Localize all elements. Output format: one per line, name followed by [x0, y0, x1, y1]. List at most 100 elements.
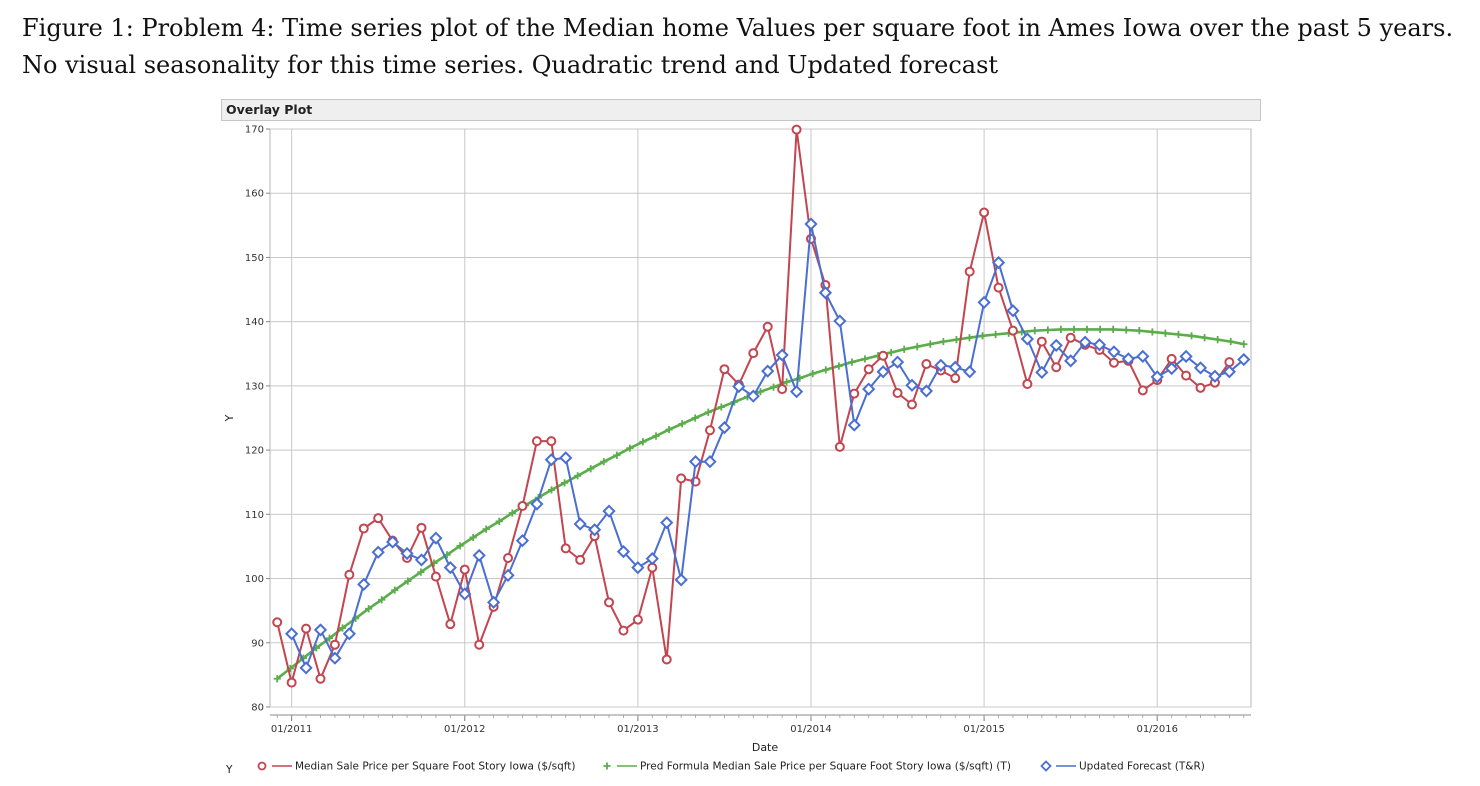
legend-item-2: Updated Forecast (T&R): [1040, 760, 1205, 773]
data-point: [559, 451, 573, 465]
data-point: [1044, 326, 1052, 334]
data-point: [639, 438, 647, 446]
data-point: [906, 399, 917, 410]
data-point: [1174, 330, 1183, 339]
data-point: [618, 625, 629, 636]
data-point: [748, 348, 759, 359]
data-point: [286, 677, 297, 688]
data-point: [386, 535, 400, 549]
y-tick-label: 160: [245, 189, 264, 200]
data-point: [809, 370, 817, 378]
data-point: [1181, 370, 1192, 381]
data-point: [600, 458, 608, 466]
data-point: [1049, 338, 1063, 353]
data-point: [1031, 327, 1039, 335]
data-point: [1065, 332, 1076, 343]
data-point: [939, 337, 947, 346]
data-point: [573, 517, 587, 531]
x-tick-label: 01/2014: [790, 724, 832, 735]
data-point: [531, 436, 542, 447]
data-point: [1007, 325, 1018, 336]
data-point: [417, 568, 425, 576]
data-point: [1064, 354, 1078, 368]
data-point: [950, 373, 961, 384]
data-point: [373, 513, 384, 524]
legend-y-label: Y: [225, 764, 233, 776]
data-point: [834, 441, 845, 452]
data-point: [272, 617, 283, 628]
data-point: [371, 545, 385, 559]
data-point: [775, 348, 789, 362]
data-point: [501, 568, 515, 582]
data-point: [703, 455, 717, 469]
data-point: [665, 425, 673, 434]
data-point: [544, 453, 558, 467]
data-point: [1148, 328, 1156, 336]
data-point: [1121, 352, 1135, 366]
data-point: [378, 596, 386, 604]
legend: Median Sale Price per Square Foot Story …: [257, 760, 1205, 773]
data-point: [1070, 325, 1078, 333]
data-point: [1020, 332, 1035, 346]
data-point: [391, 586, 399, 594]
data-point: [486, 595, 501, 609]
data-point: [301, 623, 312, 634]
data-point: [616, 544, 631, 559]
data-point: [1036, 336, 1047, 347]
overlay-plot-title: Overlay Plot: [226, 102, 313, 117]
data-point: [631, 561, 645, 575]
data-point: [952, 336, 961, 344]
data-point: [934, 358, 948, 372]
data-point: [978, 332, 987, 340]
data-point: [1161, 329, 1170, 337]
data-point: [443, 561, 457, 575]
data-point: [1092, 338, 1107, 352]
legend-item-1: Pred Formula Median Sale Price per Squar…: [603, 761, 1011, 773]
data-point: [503, 553, 514, 564]
data-point: [587, 465, 595, 473]
data-point: [993, 282, 1004, 293]
data-point: [626, 444, 634, 452]
data-point: [273, 675, 281, 683]
y-tick-label: 110: [245, 510, 264, 521]
data-point: [863, 364, 874, 375]
data-point: [482, 525, 490, 533]
data-point: [458, 587, 472, 601]
data-point: [769, 383, 778, 391]
data-point: [574, 472, 582, 480]
data-point: [977, 295, 991, 310]
data-point: [674, 573, 688, 587]
data-point: [560, 479, 569, 487]
y-tick-label: 80: [251, 703, 264, 714]
data-point: [887, 348, 895, 357]
figure-caption: Figure 1: Problem 4: Time series plot of…: [22, 14, 1454, 79]
data-point: [602, 504, 616, 518]
data-point: [652, 432, 660, 440]
data-point: [329, 639, 340, 650]
data-point: [991, 255, 1006, 270]
data-point: [358, 523, 369, 534]
data-point: [400, 546, 414, 561]
data-point: [1201, 334, 1209, 342]
data-point: [833, 314, 847, 328]
data-point: [822, 366, 830, 374]
data-point: [965, 334, 974, 342]
data-point: [964, 266, 975, 277]
data-point: [688, 455, 703, 469]
x-axis-minor-ticks: [276, 715, 1245, 718]
y-tick-label: 170: [245, 125, 264, 136]
data-point: [691, 414, 699, 422]
data-point: [414, 553, 429, 567]
data-point: [517, 500, 528, 511]
data-point: [325, 634, 334, 642]
data-point: [1240, 340, 1248, 348]
data-point: [1035, 365, 1049, 380]
data-point: [515, 534, 530, 548]
data-point: [1057, 325, 1065, 333]
data-point: [1108, 357, 1119, 368]
data-point: [704, 408, 712, 416]
data-point: [1193, 361, 1208, 375]
data-point: [1083, 325, 1091, 333]
data-point: [1135, 327, 1143, 335]
data-point: [919, 384, 934, 398]
